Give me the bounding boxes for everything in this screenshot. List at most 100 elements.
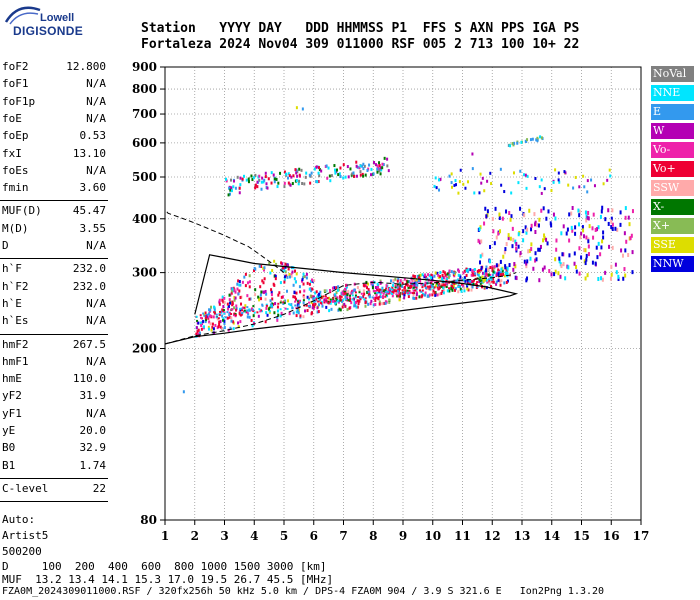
y-tick-label: 600 [132, 136, 157, 150]
echo-point [223, 322, 226, 326]
echo-point [246, 309, 249, 312]
legend-item: NNE [651, 85, 694, 101]
echo-point [315, 180, 318, 184]
echo-point [597, 241, 600, 246]
echo-point [625, 239, 628, 244]
echo-point [288, 312, 291, 316]
param-key: h`F2 [2, 279, 29, 293]
echo-point [246, 294, 249, 298]
echo-point [245, 178, 248, 182]
echo-point [404, 289, 407, 293]
echo-point [302, 294, 305, 298]
echo-point [261, 303, 264, 306]
echo-point [285, 289, 288, 293]
param-key: D [2, 239, 9, 252]
echo-point [230, 189, 233, 193]
echo-point [480, 181, 483, 185]
echo-point [423, 293, 426, 297]
echo-point [384, 301, 387, 305]
echo-point [477, 238, 480, 243]
echo-point [378, 169, 381, 173]
echo-point [333, 299, 336, 303]
echo-point [558, 256, 561, 261]
echo-point [303, 289, 306, 293]
echo-point [378, 161, 381, 165]
echo-point [259, 310, 262, 313]
echo-point [241, 177, 244, 181]
echo-point [550, 223, 553, 228]
echo-point [354, 303, 357, 307]
echo-point [350, 291, 353, 295]
echo-point [305, 171, 308, 175]
echo-point [466, 284, 469, 288]
echo-point [420, 295, 423, 299]
echo-point [453, 282, 456, 285]
echo-point [305, 272, 308, 276]
echo-point [422, 283, 425, 287]
echo-point [463, 289, 466, 293]
echo-point [385, 287, 388, 290]
echo-point [296, 300, 299, 303]
echo-point [300, 168, 303, 172]
echo-point [295, 307, 298, 310]
echo-point [218, 300, 221, 304]
echo-point [256, 180, 259, 184]
echo-point [279, 308, 282, 311]
echo-point [298, 285, 301, 289]
echo-point [250, 174, 253, 178]
y-tick-label: 400 [132, 212, 157, 226]
echo-point [362, 295, 365, 299]
echo-point [295, 291, 298, 295]
echo-point [286, 176, 289, 180]
echo-point [258, 298, 261, 302]
echo-point [238, 289, 241, 293]
echo-point [491, 267, 494, 271]
echo-point [379, 166, 382, 170]
echo-point [384, 290, 387, 294]
echo-point [210, 305, 213, 309]
echo-point [326, 297, 329, 300]
echo-point [419, 273, 422, 277]
echo-point [506, 279, 509, 283]
echo-point [540, 178, 543, 182]
echo-point [578, 185, 581, 189]
echo-point [405, 283, 408, 287]
echo-point [573, 251, 576, 256]
echo-point [287, 267, 290, 271]
echo-point [252, 269, 255, 273]
echo-point [462, 182, 465, 186]
echo-point [358, 166, 361, 170]
echo-point [266, 313, 269, 317]
echo-point [602, 182, 605, 186]
echo-point [419, 279, 422, 283]
echo-point [379, 172, 382, 176]
echo-point [291, 182, 294, 186]
echo-point [442, 283, 445, 287]
legend-item: W [651, 123, 694, 139]
echo-point [476, 269, 479, 273]
echo-point [562, 262, 565, 267]
echo-point [232, 320, 235, 324]
echo-point [435, 186, 438, 190]
echo-point [320, 302, 323, 305]
echo-point [213, 306, 216, 310]
x-tick-label: 1 [161, 529, 169, 543]
echo-point [204, 316, 207, 320]
param-separator [0, 333, 108, 335]
echo-point [311, 311, 314, 315]
echo-point [234, 290, 237, 294]
echo-point [403, 277, 406, 281]
echo-point [353, 301, 356, 305]
header-values: Fortaleza 2024 Nov04 309 011000 RSF 005 … [141, 37, 580, 52]
echo-point [504, 271, 507, 276]
echo-point [235, 308, 238, 312]
echo-point [459, 287, 462, 291]
echo-point [315, 165, 318, 169]
echo-point [222, 318, 225, 322]
echo-point [450, 172, 453, 176]
echo-point [420, 290, 423, 293]
echo-point [526, 174, 529, 178]
density-profile-lower [164, 272, 517, 345]
echo-point [358, 299, 361, 303]
echo-point [543, 236, 546, 241]
